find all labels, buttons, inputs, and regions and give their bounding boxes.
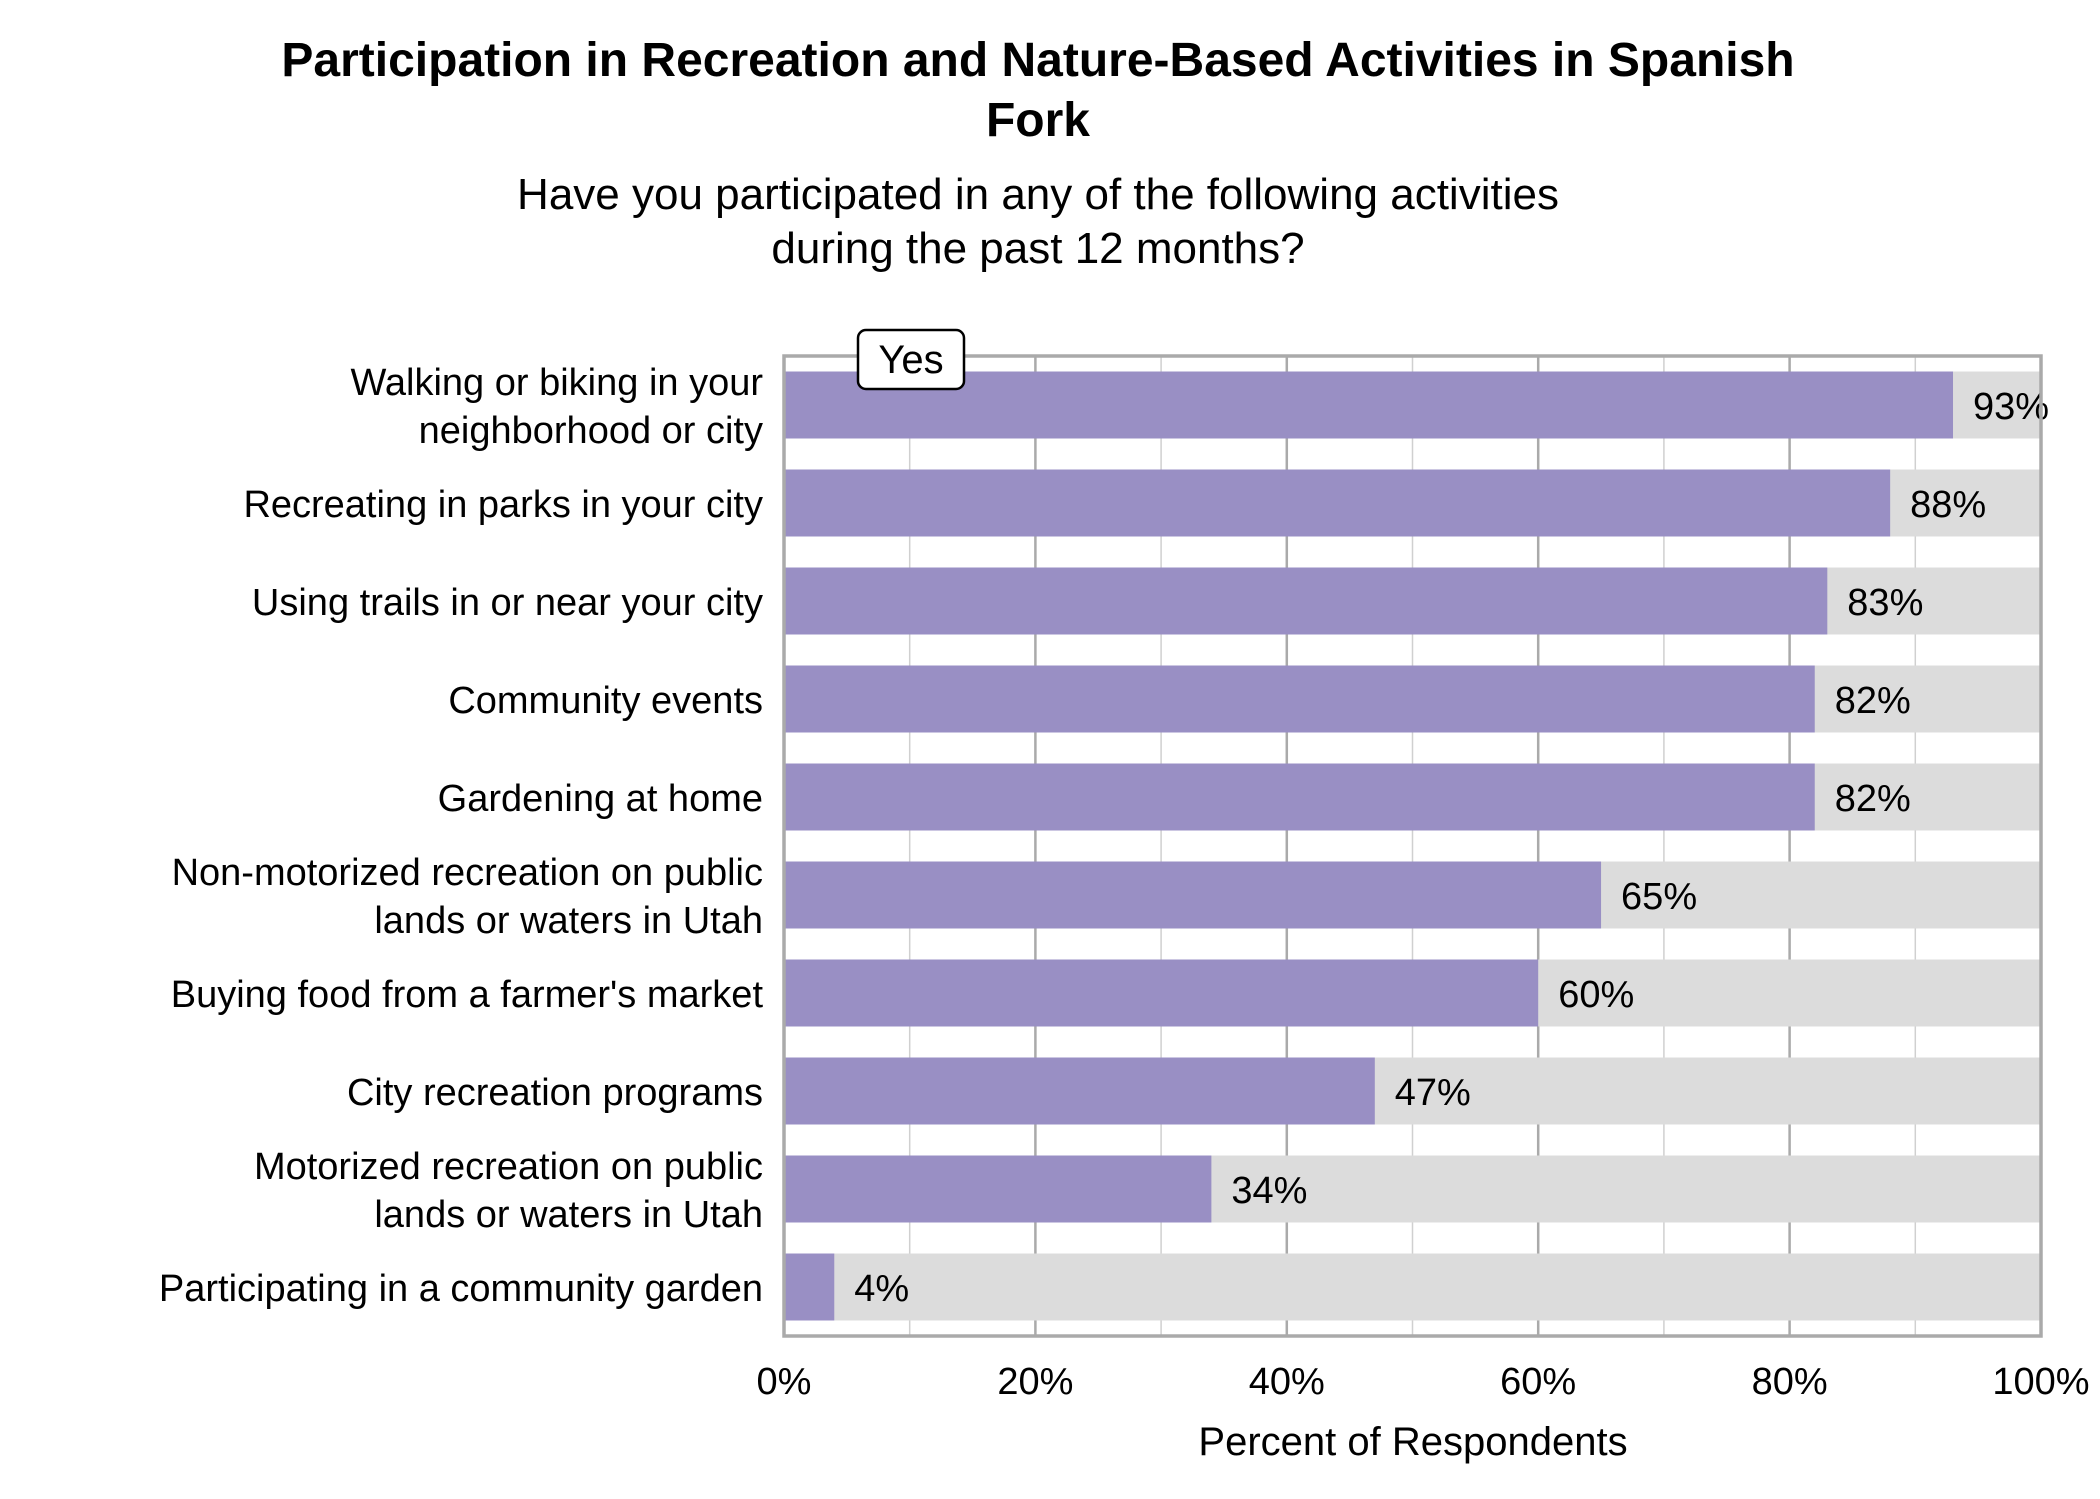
category-label: Community events xyxy=(448,680,763,722)
data-label: 4% xyxy=(854,1268,909,1310)
data-label: 82% xyxy=(1835,680,1911,722)
category-label: neighborhood or city xyxy=(419,410,763,452)
chart-title-line-1: Participation in Recreation and Nature-B… xyxy=(281,34,1794,87)
category-label: Participating in a community garden xyxy=(159,1268,763,1310)
bar-yes xyxy=(784,1253,835,1321)
bar-yes xyxy=(784,1155,1212,1223)
category-label: lands or waters in Utah xyxy=(374,1194,763,1236)
data-label: 88% xyxy=(1910,484,1986,526)
chart-subtitle-line-2: during the past 12 months? xyxy=(771,224,1304,273)
data-label: 65% xyxy=(1621,876,1697,918)
bar-yes xyxy=(784,763,1815,831)
data-label: 47% xyxy=(1395,1072,1471,1114)
data-label: 82% xyxy=(1835,778,1911,820)
bar-yes xyxy=(784,469,1891,537)
x-tick-label: 80% xyxy=(1752,1361,1828,1403)
x-tick-label: 60% xyxy=(1500,1361,1576,1403)
category-label: lands or waters in Utah xyxy=(374,900,763,942)
bar-yes xyxy=(784,567,1828,635)
category-label: Non-motorized recreation on public xyxy=(172,852,763,894)
x-tick-label: 0% xyxy=(757,1361,812,1403)
bar-yes xyxy=(784,665,1815,733)
category-label: Gardening at home xyxy=(438,778,763,820)
category-label: Using trails in or near your city xyxy=(252,582,763,624)
category-label: Recreating in parks in your city xyxy=(243,484,763,526)
legend-entry-yes: Yes xyxy=(878,338,943,382)
x-axis-label: Percent of Respondents xyxy=(1198,1420,1627,1464)
x-tick-label: 100% xyxy=(1992,1361,2089,1403)
data-label: 60% xyxy=(1558,974,1634,1016)
bar-yes xyxy=(784,1057,1375,1125)
chart-titles: Participation in Recreation and Nature-B… xyxy=(281,34,1794,273)
category-label: City recreation programs xyxy=(347,1072,763,1114)
chart-subtitle-line-1: Have you participated in any of the foll… xyxy=(517,170,1559,219)
bar-remainder xyxy=(784,1253,2041,1321)
data-label: 34% xyxy=(1231,1170,1307,1212)
category-label: Motorized recreation on public xyxy=(254,1146,763,1188)
category-label: Buying food from a farmer's market xyxy=(171,974,764,1016)
plot-frame xyxy=(782,354,2043,1338)
category-label: Walking or biking in your xyxy=(350,362,763,404)
bar-yes xyxy=(784,861,1602,929)
x-tick-label: 40% xyxy=(1249,1361,1325,1403)
legend: Yes xyxy=(856,328,966,391)
x-tick-label: 20% xyxy=(997,1361,1073,1403)
legend-box xyxy=(856,328,966,391)
chart-title-line-2: Fork xyxy=(986,94,1090,147)
bar-yes xyxy=(784,371,1954,439)
data-label: 93% xyxy=(1973,386,2049,428)
bar-yes xyxy=(784,959,1539,1027)
data-label: 83% xyxy=(1847,582,1923,624)
